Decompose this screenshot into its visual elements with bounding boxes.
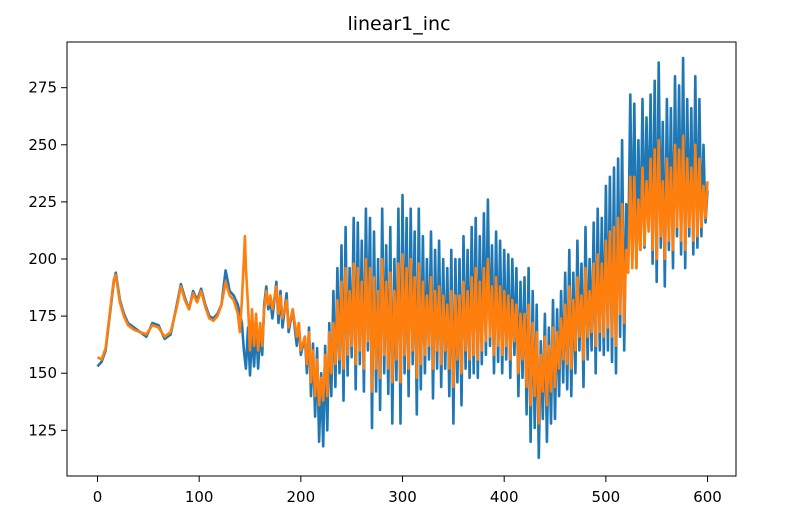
- chart-title: linear1_inc: [347, 13, 450, 35]
- x-tick-label: 400: [490, 488, 519, 506]
- series-line-2: [96, 134, 709, 425]
- x-tick-label: 0: [93, 488, 103, 506]
- x-tick-label: 600: [693, 488, 722, 506]
- x-tick-label: 300: [388, 488, 417, 506]
- y-tick-label: 150: [28, 364, 57, 382]
- y-tick-label: 275: [28, 79, 57, 97]
- y-tick-label: 125: [28, 421, 57, 439]
- y-axis: 125 150 175 200 225 250 275: [28, 79, 67, 439]
- y-tick-label: 200: [28, 250, 57, 268]
- x-tick-label: 100: [185, 488, 214, 506]
- x-tick-label: 500: [592, 488, 621, 506]
- y-tick-label: 175: [28, 307, 57, 325]
- x-axis: 0 100 200 300 400 500 600: [93, 476, 722, 506]
- plot-frame: [66, 41, 737, 477]
- x-tick-label: 200: [287, 488, 316, 506]
- y-tick-label: 250: [28, 136, 57, 154]
- series-layer: [96, 56, 709, 460]
- y-tick-label: 225: [28, 193, 57, 211]
